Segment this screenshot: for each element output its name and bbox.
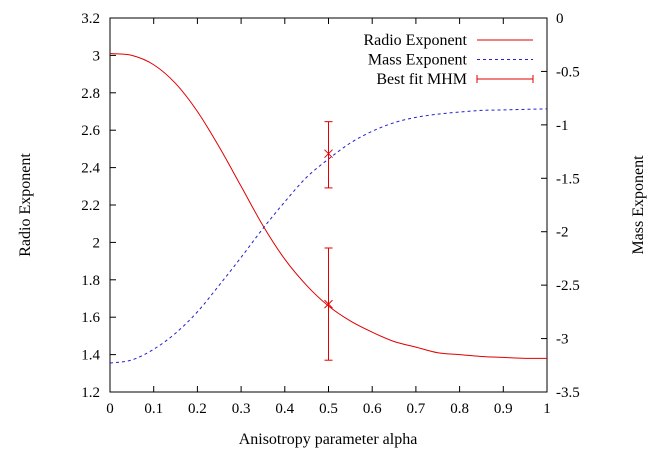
y-tick-label: 2 [93, 235, 101, 251]
x-tick-label: 0.4 [275, 401, 294, 417]
legend-label: Radio Exponent [363, 32, 467, 49]
x-tick-label: 0.3 [232, 401, 251, 417]
y2-tick-label: -2.5 [556, 278, 580, 294]
y-axis-title: Radio Exponent [17, 153, 34, 257]
ticks-layer: 0 0.1 0.2 0.3 0.4 0.5 0.6 0.7 0.8 0.9 1 1.2 1.4 1.6 1.… [81, 11, 580, 417]
y2-tick-label: -3.5 [556, 385, 580, 401]
y-tick-label: 2.2 [81, 198, 100, 214]
x-tick-label: 0.8 [450, 401, 469, 417]
errorbar-marker [324, 149, 333, 159]
x-tick-label: 0.6 [363, 401, 382, 417]
x-tick-label: 1 [543, 401, 551, 417]
y-tick-label: 1.6 [81, 310, 100, 326]
y-tick-label: 3.2 [81, 11, 100, 27]
y-tick-label: 1.4 [81, 348, 100, 364]
y2-tick-label: 0 [556, 11, 564, 27]
y-tick-label: 3 [93, 48, 101, 64]
series-layer [109, 53, 548, 364]
x-tick-label: 0.2 [188, 401, 207, 417]
x-tick-label: 0.5 [319, 401, 338, 417]
errorbar-marker [324, 299, 333, 309]
y-tick-label: 2.4 [81, 161, 100, 177]
x-tick-label: 0.1 [144, 401, 163, 417]
y-tick-label: 1.2 [81, 385, 100, 401]
y2-tick-label: -1 [556, 118, 569, 134]
legend-label: Best fit MHM [376, 71, 467, 88]
y2-tick-label: -3 [556, 332, 569, 348]
legend-label: Mass Exponent [368, 52, 468, 69]
x-tick-label: 0 [106, 401, 114, 417]
x-axis-title: Anisotropy parameter alpha [239, 431, 418, 448]
x-tick-label: 0.9 [494, 401, 513, 417]
x-tick-label: 0.7 [407, 401, 426, 417]
y-tick-label: 2.8 [81, 86, 100, 102]
y2-axis-title: Mass Exponent [630, 155, 647, 255]
legend: Radio Exponent Mass Exponent Best fit MHM [363, 32, 534, 88]
y-tick-label: 2.6 [81, 123, 100, 139]
y2-tick-label: -2 [556, 225, 569, 241]
y2-tick-label: -1.5 [556, 171, 580, 187]
y2-tick-label: -0.5 [556, 64, 580, 80]
y-tick-label: 1.8 [81, 273, 100, 289]
